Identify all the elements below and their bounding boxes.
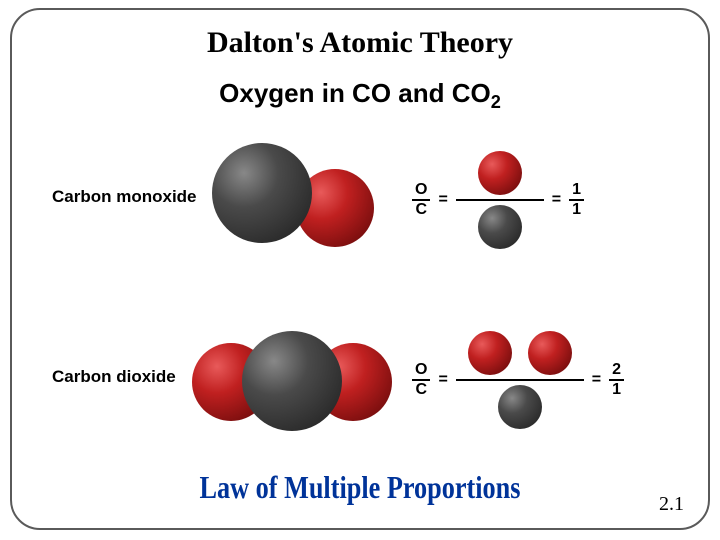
res-top2: 2	[609, 361, 624, 379]
small-carbon	[478, 205, 522, 249]
slide-frame: Dalton's Atomic Theory Oxygen in CO and …	[10, 8, 710, 530]
equals-4: =	[592, 371, 601, 389]
frac-result-1: 1 1	[569, 181, 584, 219]
law-text: Law of Multiple Proportions	[75, 469, 646, 506]
page-title: Dalton's Atomic Theory	[12, 26, 708, 60]
subtitle: Oxygen in CO and CO2	[12, 78, 708, 113]
label-dioxide: Carbon dioxide	[52, 367, 176, 387]
row-dioxide: Carbon dioxide O C =	[52, 303, 668, 463]
molecule-co2	[192, 331, 402, 431]
subtitle-text: Oxygen in CO and CO	[219, 78, 491, 108]
equals-1: =	[438, 191, 447, 209]
frac-result-2: 2 1	[609, 361, 624, 399]
frac-oc: O C	[412, 181, 430, 219]
ball-ratio-1	[456, 147, 544, 253]
ratio-dioxide: O C = = 2 1	[412, 327, 624, 433]
small-oxygen-a	[468, 331, 512, 375]
diagram-content: Carbon monoxide O C = =	[52, 123, 668, 463]
frac-oc-2: O C	[412, 361, 430, 399]
small-oxygen-b	[528, 331, 572, 375]
frac-c2: C	[412, 381, 430, 399]
frac-o: O	[412, 181, 430, 199]
res-bot2: 1	[609, 381, 624, 399]
molecule-co	[212, 143, 382, 253]
small-carbon-2	[498, 385, 542, 429]
equals-2: =	[552, 191, 561, 209]
atom-carbon-center	[242, 331, 342, 431]
ball-ratio-2	[456, 327, 584, 433]
atom-carbon	[212, 143, 312, 243]
label-monoxide: Carbon monoxide	[52, 187, 197, 207]
small-oxygen	[478, 151, 522, 195]
frac-o2: O	[412, 361, 430, 379]
equals-3: =	[438, 371, 447, 389]
ratio-monoxide: O C = = 1 1	[412, 147, 584, 253]
frac-c: C	[412, 201, 430, 219]
page-number: 2.1	[659, 493, 684, 516]
res-top: 1	[569, 181, 584, 199]
res-bot: 1	[569, 201, 584, 219]
subtitle-subscript: 2	[491, 92, 501, 112]
row-monoxide: Carbon monoxide O C = =	[52, 123, 668, 283]
